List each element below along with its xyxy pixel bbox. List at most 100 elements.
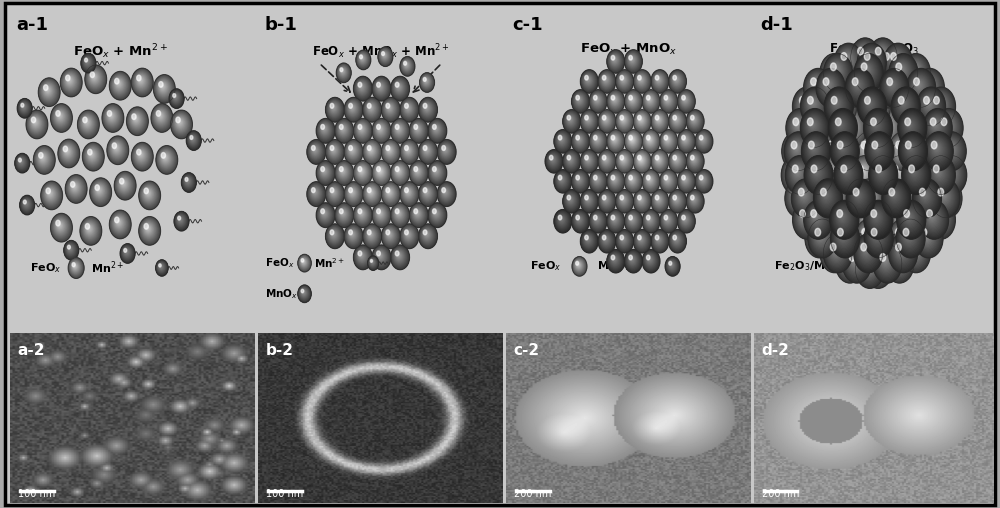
Circle shape (351, 107, 353, 109)
Circle shape (578, 138, 581, 142)
Circle shape (911, 67, 916, 73)
Circle shape (28, 112, 46, 136)
Circle shape (899, 214, 904, 220)
Circle shape (892, 136, 913, 164)
Circle shape (880, 253, 892, 270)
Circle shape (938, 215, 939, 217)
Circle shape (356, 122, 369, 138)
Circle shape (830, 111, 854, 144)
Circle shape (889, 63, 895, 71)
Circle shape (351, 190, 354, 194)
Circle shape (131, 112, 143, 128)
Circle shape (357, 122, 368, 138)
Circle shape (124, 248, 127, 252)
Circle shape (139, 78, 142, 83)
Circle shape (816, 230, 825, 242)
Circle shape (855, 56, 862, 64)
Circle shape (430, 121, 444, 140)
Circle shape (855, 179, 884, 217)
Circle shape (924, 206, 943, 232)
Circle shape (638, 196, 644, 204)
Circle shape (46, 187, 55, 200)
Circle shape (392, 204, 408, 226)
Circle shape (915, 221, 941, 255)
Circle shape (369, 258, 377, 268)
Circle shape (847, 54, 874, 91)
Circle shape (643, 171, 659, 192)
Circle shape (928, 102, 929, 104)
Circle shape (824, 202, 849, 237)
Circle shape (595, 98, 598, 102)
Circle shape (884, 259, 886, 262)
Circle shape (420, 141, 436, 163)
Circle shape (354, 76, 372, 101)
Circle shape (357, 81, 367, 94)
Circle shape (605, 158, 607, 161)
Circle shape (140, 79, 141, 81)
Circle shape (872, 120, 880, 131)
Circle shape (349, 146, 352, 150)
Circle shape (834, 68, 837, 72)
Circle shape (423, 77, 426, 81)
Circle shape (601, 234, 611, 247)
Circle shape (159, 264, 161, 267)
Circle shape (157, 146, 177, 173)
Circle shape (396, 126, 401, 133)
Circle shape (847, 235, 875, 271)
Circle shape (565, 112, 578, 129)
Circle shape (653, 232, 666, 249)
Circle shape (664, 96, 668, 100)
Circle shape (182, 173, 196, 192)
Circle shape (920, 181, 944, 214)
Circle shape (888, 241, 904, 263)
Circle shape (88, 149, 92, 155)
Circle shape (808, 110, 834, 145)
Circle shape (940, 116, 954, 136)
Circle shape (327, 141, 342, 162)
Circle shape (42, 182, 61, 208)
Circle shape (804, 69, 832, 107)
Circle shape (933, 165, 939, 173)
Circle shape (886, 47, 909, 77)
Circle shape (414, 125, 421, 134)
Circle shape (647, 176, 653, 184)
Circle shape (587, 118, 589, 121)
Circle shape (331, 189, 336, 196)
Circle shape (903, 157, 929, 192)
Circle shape (866, 221, 890, 254)
Circle shape (827, 64, 838, 78)
Circle shape (639, 197, 644, 203)
Circle shape (905, 58, 926, 86)
Circle shape (20, 102, 29, 114)
Circle shape (936, 120, 944, 131)
Circle shape (665, 97, 669, 103)
Circle shape (922, 230, 932, 242)
Circle shape (791, 169, 796, 175)
Circle shape (928, 203, 952, 235)
Circle shape (398, 85, 400, 88)
Circle shape (346, 99, 361, 119)
Circle shape (671, 73, 683, 88)
Circle shape (918, 132, 946, 171)
Circle shape (328, 228, 341, 244)
Circle shape (368, 231, 374, 239)
Circle shape (386, 188, 393, 198)
Circle shape (328, 143, 341, 160)
Circle shape (860, 243, 873, 260)
Circle shape (412, 206, 424, 223)
Circle shape (849, 82, 854, 88)
Circle shape (356, 80, 369, 96)
Circle shape (926, 83, 929, 87)
Circle shape (432, 208, 441, 219)
Circle shape (361, 86, 362, 87)
Circle shape (387, 188, 393, 197)
Circle shape (638, 235, 645, 244)
Circle shape (878, 250, 895, 274)
Circle shape (86, 67, 104, 90)
Circle shape (113, 215, 125, 231)
Circle shape (887, 48, 908, 76)
Circle shape (684, 138, 686, 141)
Circle shape (813, 70, 840, 106)
Circle shape (916, 221, 940, 254)
Circle shape (884, 43, 912, 82)
